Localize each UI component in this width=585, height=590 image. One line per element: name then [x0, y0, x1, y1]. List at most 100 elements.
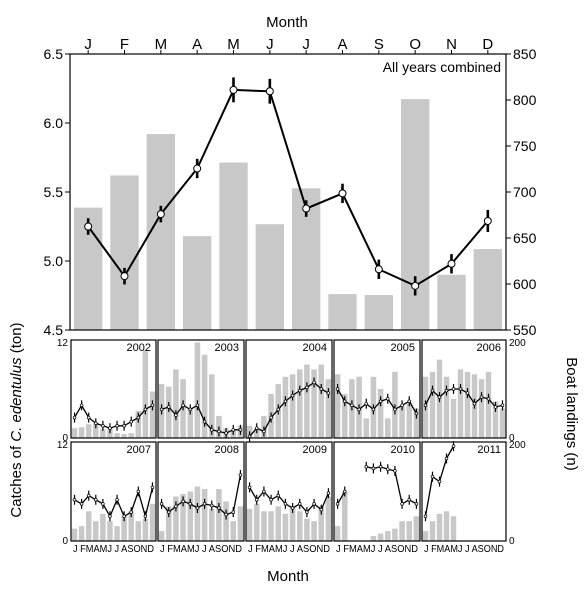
panel-landing-bar: [194, 342, 201, 438]
panel-catch-point: [276, 493, 281, 498]
panel-landing-bar: [443, 511, 450, 541]
panel-landing-bar: [107, 521, 113, 541]
panel-catch-point: [423, 403, 428, 408]
panel-month-axis-label: J FMAMJ J ASOND: [73, 544, 154, 555]
panel-landing-bar: [384, 531, 391, 541]
panel-landing-bar: [457, 369, 464, 438]
panel-landing-bar: [289, 506, 296, 541]
panel-landing-bar: [422, 531, 429, 541]
panel-year-label: 2006: [477, 342, 501, 354]
panel-year-label: 2005: [391, 342, 415, 354]
catch-point: [447, 259, 456, 268]
right-tick-label: 750: [513, 138, 537, 154]
catch-point: [411, 281, 420, 290]
catch-point: [338, 189, 347, 198]
panel-catch-point: [472, 401, 477, 406]
right-tick-label: 700: [513, 184, 537, 200]
panel-catch-point: [437, 395, 442, 399]
panel-landing-bar: [121, 434, 127, 438]
panel-landing-bar: [173, 369, 179, 438]
panel-landing-bar: [114, 433, 120, 438]
panel-landing-bar: [384, 418, 391, 438]
panel-catch-point: [136, 489, 141, 494]
landing-bar: [110, 175, 139, 330]
panel-landing-bar: [142, 518, 149, 541]
panel-landing-bar: [334, 374, 341, 438]
panel-landing-bar: [325, 496, 332, 541]
left-axis-title-prefix: Catches of: [8, 442, 25, 518]
panel-landing-bar: [149, 391, 156, 438]
main-panel: 4.5 5.0 5.5 6.0 6.5 550 600 650 700 750 800 850 J F M A…: [44, 36, 537, 338]
panel-catch-point: [122, 424, 126, 428]
month-label: M: [227, 36, 240, 53]
panel-landing-bar: [436, 513, 443, 541]
panel-landing-bar: [216, 489, 222, 541]
panel-catch-point: [305, 385, 309, 390]
panel-landing-bar: [158, 531, 165, 541]
month-label: A: [192, 36, 202, 53]
panel-landing-bar: [334, 526, 341, 541]
landing-bar: [437, 274, 466, 330]
panel-landing-bar: [450, 398, 457, 438]
panel-landing-bar: [268, 511, 274, 541]
panel-landing-bar: [275, 506, 282, 541]
panel-catch-point: [202, 419, 207, 424]
panel-landing-bar: [100, 429, 106, 438]
panel-catch-point: [217, 429, 221, 434]
panel-landing-bar: [499, 408, 506, 438]
panel-catch-point: [129, 510, 133, 514]
panel-landing-bar: [85, 424, 92, 438]
panel-catch-point: [72, 498, 77, 502]
panel-landing-bar: [201, 489, 208, 541]
panel-catch-line: [73, 403, 153, 429]
panel-catch-point: [305, 510, 309, 514]
panel-catch-point: [444, 388, 449, 393]
panel-left-tick-label: 12: [57, 440, 69, 451]
panel-frame: [333, 339, 421, 439]
catch-point: [483, 216, 492, 225]
panel-landing-bar: [289, 374, 296, 438]
panel-year-label: 2011: [477, 444, 501, 456]
panel-landing-bar: [485, 371, 492, 438]
panel-year-label: 2007: [127, 444, 151, 456]
panel-year-label: 2010: [391, 444, 415, 456]
panel-landing-bar: [230, 521, 237, 541]
panel-catch-point: [181, 403, 185, 408]
panel-catch-point: [224, 512, 228, 517]
panel-catch-point: [350, 403, 354, 408]
year-panel: 2010 J FMAMJ J ASOND: [333, 441, 421, 555]
panel-right-tick-label: 200: [509, 440, 526, 451]
year-panel: 2005: [333, 339, 421, 439]
panel-catch-point: [378, 465, 383, 469]
year-panel: 2009 J FMAMJ J ASOND: [245, 441, 333, 555]
panel-landing-bar: [93, 521, 99, 541]
panel-frame: [333, 441, 421, 542]
panel-landing-bar: [208, 508, 215, 541]
panel-landing-bar: [85, 511, 92, 541]
panel-catch-point: [262, 429, 266, 434]
panel-landing-bar: [413, 516, 420, 541]
catch-point: [84, 222, 93, 231]
panel-catch-point: [414, 411, 419, 416]
panel-catch-point: [430, 474, 435, 479]
panel-landing-bar: [114, 526, 120, 541]
panel-catch-point: [255, 498, 259, 502]
panel-catch-point: [276, 407, 281, 412]
catch-point: [265, 87, 274, 96]
panel-catch-point: [423, 514, 428, 518]
panel-catch-point: [255, 426, 259, 430]
panel-landing-bar: [406, 521, 413, 541]
panel-left-tick-label: 12: [57, 338, 69, 349]
panel-landing-bar: [325, 379, 332, 438]
panel-frame: [70, 441, 157, 542]
panel-landing-bar: [71, 428, 78, 438]
panel-landing-bar: [237, 506, 244, 541]
panel-catch-point: [167, 510, 171, 514]
panel-catch-point: [129, 419, 133, 424]
top-axis-title: Month: [266, 14, 308, 31]
panel-landing-bar: [121, 516, 127, 541]
year-panel: 2006 200 0: [421, 338, 526, 444]
panel-month-axis-label: J FMAMJ J ASOND: [248, 544, 330, 555]
year-panel: 2011 200 0 J FMAMJ J ASOND: [421, 440, 526, 555]
panel-landing-bar: [282, 376, 289, 438]
